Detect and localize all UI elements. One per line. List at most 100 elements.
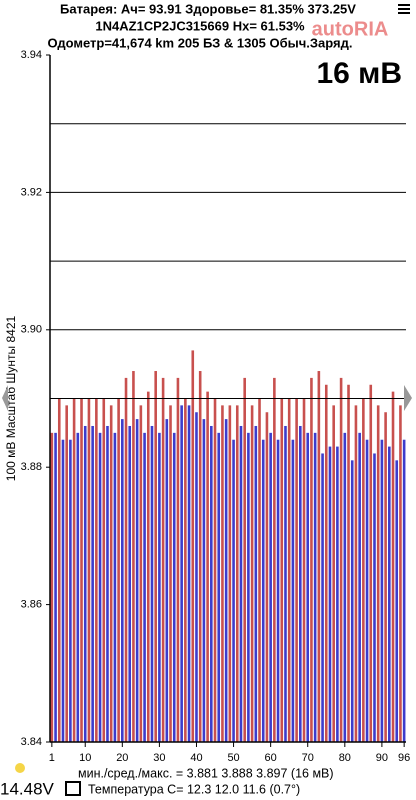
- bar: [299, 425, 302, 742]
- bar: [176, 377, 180, 742]
- y-tick-label: 3.86: [21, 599, 42, 611]
- calendar-icon[interactable]: [65, 781, 81, 796]
- odometer-line: Одометр=41,674 km 205 БЗ & 1305 Обыч.Зар…: [48, 35, 353, 50]
- bar: [228, 405, 232, 742]
- x-tick-label: 10: [79, 752, 91, 764]
- bar: [391, 391, 395, 742]
- prev-arrow[interactable]: [2, 385, 8, 411]
- bar: [128, 425, 132, 742]
- bar: [121, 419, 124, 742]
- bar: [269, 432, 272, 742]
- bar: [165, 419, 169, 742]
- bar: [87, 398, 91, 742]
- bar: [376, 405, 380, 742]
- next-arrow[interactable]: [404, 385, 412, 411]
- bar: [284, 425, 287, 742]
- bar: [354, 405, 358, 742]
- x-tick-label: 40: [190, 752, 202, 764]
- vin-line: 1N4AZ1CP2JC315669 Hx= 61.53%: [95, 18, 305, 33]
- bar: [306, 432, 310, 742]
- bar: [265, 412, 269, 742]
- menu-icon: [398, 8, 410, 10]
- bar: [358, 432, 361, 742]
- bar: [317, 371, 321, 742]
- bar: [95, 398, 98, 742]
- bar: [91, 425, 94, 742]
- bar: [76, 432, 80, 742]
- bar: [369, 384, 373, 742]
- bar: [117, 398, 120, 742]
- bar: [198, 371, 202, 742]
- bar: [224, 419, 228, 742]
- bar: [206, 391, 209, 742]
- bar: [362, 398, 365, 742]
- bar: [61, 439, 65, 742]
- bar: [210, 425, 213, 742]
- bar: [191, 350, 195, 742]
- bar: [380, 439, 384, 742]
- bar: [180, 405, 183, 742]
- x-tick-label: 70: [302, 752, 314, 764]
- bar: [373, 453, 376, 742]
- bar: [280, 398, 284, 742]
- bar: [106, 425, 109, 742]
- bar: [65, 405, 68, 742]
- bar: [235, 405, 239, 742]
- battery-line: Батарея: Ач= 93.91 Здоровье= 81.35% 373.…: [60, 1, 356, 16]
- bar: [135, 419, 139, 742]
- bar: [158, 432, 161, 742]
- bar: [150, 425, 154, 742]
- bar: [217, 432, 221, 742]
- bar: [339, 377, 343, 742]
- bar: [254, 425, 258, 742]
- bar: [343, 432, 347, 742]
- y-axis-label: 100 мВ Масштаб Шунты 8421: [4, 315, 18, 481]
- watermark: autoRIA: [312, 18, 389, 40]
- bar: [310, 377, 313, 742]
- bar: [187, 405, 191, 742]
- bar: [102, 398, 106, 742]
- bar: [273, 377, 276, 742]
- bar: [202, 419, 206, 742]
- bar: [83, 425, 87, 742]
- summary: мин./сред./макс. = 3.881 3.888 3.897 (16…: [78, 766, 334, 780]
- y-tick-label: 3.94: [21, 49, 42, 61]
- bar: [169, 405, 172, 742]
- x-tick-label: 20: [116, 752, 128, 764]
- x-tick-label: 96: [398, 752, 410, 764]
- bar: [291, 439, 295, 742]
- bar: [124, 377, 128, 742]
- bar: [213, 398, 217, 742]
- bar: [98, 432, 102, 742]
- x-tick-label: 60: [265, 752, 277, 764]
- bar: [139, 405, 143, 742]
- bar: [336, 446, 339, 742]
- bar: [57, 398, 61, 742]
- bar: [72, 398, 76, 742]
- plot: 1 10 20 30 40 50 60 70 80 90 96 3.84 3.86 3.88 3.90 3.9…: [0, 49, 410, 799]
- bar: [395, 460, 399, 742]
- bar: [350, 460, 354, 742]
- temperature: Температура С= 12.3 12.0 11.6 (0.7°): [88, 782, 300, 796]
- x-tick-label: 30: [153, 752, 165, 764]
- bar: [347, 384, 350, 742]
- bar: [287, 398, 291, 742]
- menu-icon[interactable]: [398, 4, 410, 6]
- bar: [302, 398, 306, 742]
- bar: [54, 432, 57, 742]
- bar: [232, 439, 235, 742]
- bar: [69, 439, 72, 742]
- bar: [161, 377, 165, 742]
- bar: [109, 405, 113, 742]
- bar: [328, 446, 332, 742]
- bar: [276, 439, 280, 742]
- bar: [258, 398, 261, 742]
- pack-voltage: 14.48V: [0, 779, 55, 798]
- bar: [172, 432, 176, 742]
- x-tick-label: 80: [339, 752, 351, 764]
- y-tick-label: 3.92: [21, 186, 42, 198]
- bar: [243, 377, 246, 742]
- bar: [221, 405, 224, 742]
